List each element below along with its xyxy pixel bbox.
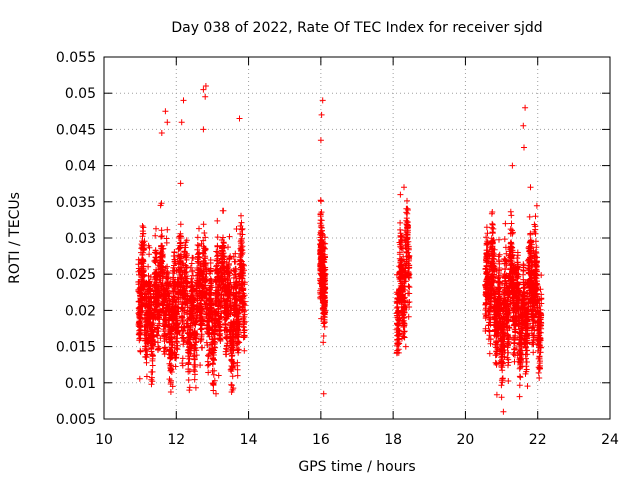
y-tick-label: 0.045 [56, 122, 96, 138]
y-tick-label: 0.015 [56, 340, 96, 356]
data-points [135, 83, 545, 415]
x-tick-label: 24 [601, 432, 619, 448]
axis-ticks: 0.005 0.01 0.015 0.02 0.025 0.03 0.035 0.04 0.04… [56, 50, 619, 448]
series-roti-markers [135, 83, 545, 415]
y-tick-label: 0.025 [56, 267, 96, 283]
chart-title: Day 038 of 2022, Rate Of TEC Index for r… [171, 20, 542, 36]
x-axis-label: GPS time / hours [298, 459, 415, 475]
grid [104, 57, 610, 419]
y-tick-label: 0.04 [65, 159, 96, 175]
y-tick-label: 0.03 [65, 231, 96, 247]
x-tick-label: 12 [167, 432, 185, 448]
x-tick-label: 22 [529, 432, 547, 448]
x-tick-label: 20 [457, 432, 475, 448]
y-tick-label: 0.02 [65, 303, 96, 319]
x-tick-label: 10 [95, 432, 113, 448]
y-tick-label: 0.055 [56, 50, 96, 66]
y-tick-label: 0.035 [56, 195, 96, 211]
x-tick-label: 14 [240, 432, 258, 448]
y-tick-label: 0.05 [65, 86, 96, 102]
y-tick-label: 0.005 [56, 412, 96, 428]
y-tick-label: 0.01 [65, 376, 96, 392]
x-tick-label: 18 [384, 432, 402, 448]
y-axis-label: ROTI / TECUs [7, 192, 23, 284]
x-tick-label: 16 [312, 432, 330, 448]
